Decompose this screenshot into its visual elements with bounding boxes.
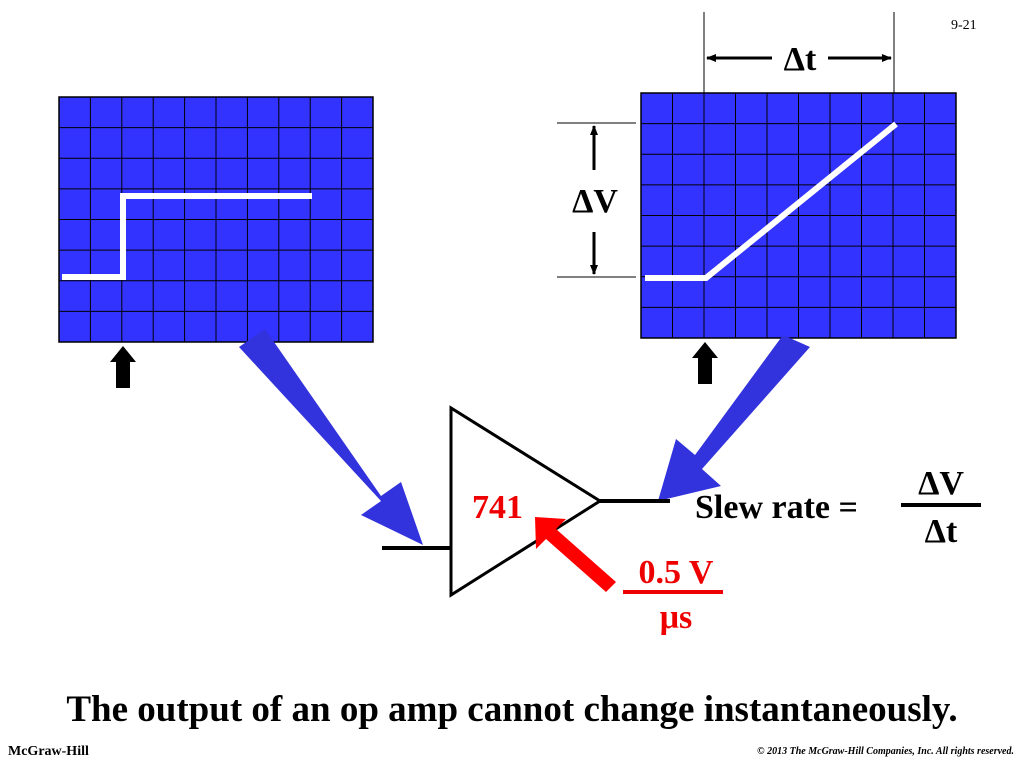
formula-denominator: Δt <box>925 513 958 550</box>
slide-caption: The output of an op amp cannot change in… <box>66 689 958 730</box>
output-flow-arrow <box>658 335 810 501</box>
input-step-trace <box>62 193 312 280</box>
slew-value-fraction: 0.5 V μs <box>623 554 723 636</box>
input-scope <box>58 96 374 343</box>
formula-numerator: ΔV <box>918 465 964 502</box>
input-scope-grid <box>59 97 373 342</box>
page-number: 9-21 <box>951 18 977 33</box>
output-scope <box>640 92 957 339</box>
delta-t-label: Δt <box>784 41 817 78</box>
output-ramp-trace <box>645 121 898 281</box>
op-amp-triangle <box>449 405 603 598</box>
copyright-notice: © 2013 The McGraw-Hill Companies, Inc. A… <box>757 746 1014 757</box>
input-trigger-arrow <box>110 346 136 388</box>
publisher-name: McGraw-Hill <box>8 744 89 759</box>
slew-value-numerator: 0.5 V <box>639 554 714 591</box>
output-scope-grid <box>641 93 956 338</box>
slew-value-pointer-arrow <box>535 517 616 592</box>
delta-v-dimension: ΔV <box>557 122 636 278</box>
op-amp-label: 741 <box>472 489 523 526</box>
input-flow-arrow <box>239 329 423 545</box>
output-trigger-arrow <box>692 342 718 384</box>
slew-value-denominator: μs <box>660 599 693 636</box>
delta-t-dimension: Δt <box>703 12 895 93</box>
slew-rate-label: Slew rate = <box>695 489 858 526</box>
op-amp-741: 741 <box>382 405 670 598</box>
slew-rate-formula: Slew rate = ΔV Δt <box>695 465 981 550</box>
delta-v-label: ΔV <box>572 183 618 220</box>
